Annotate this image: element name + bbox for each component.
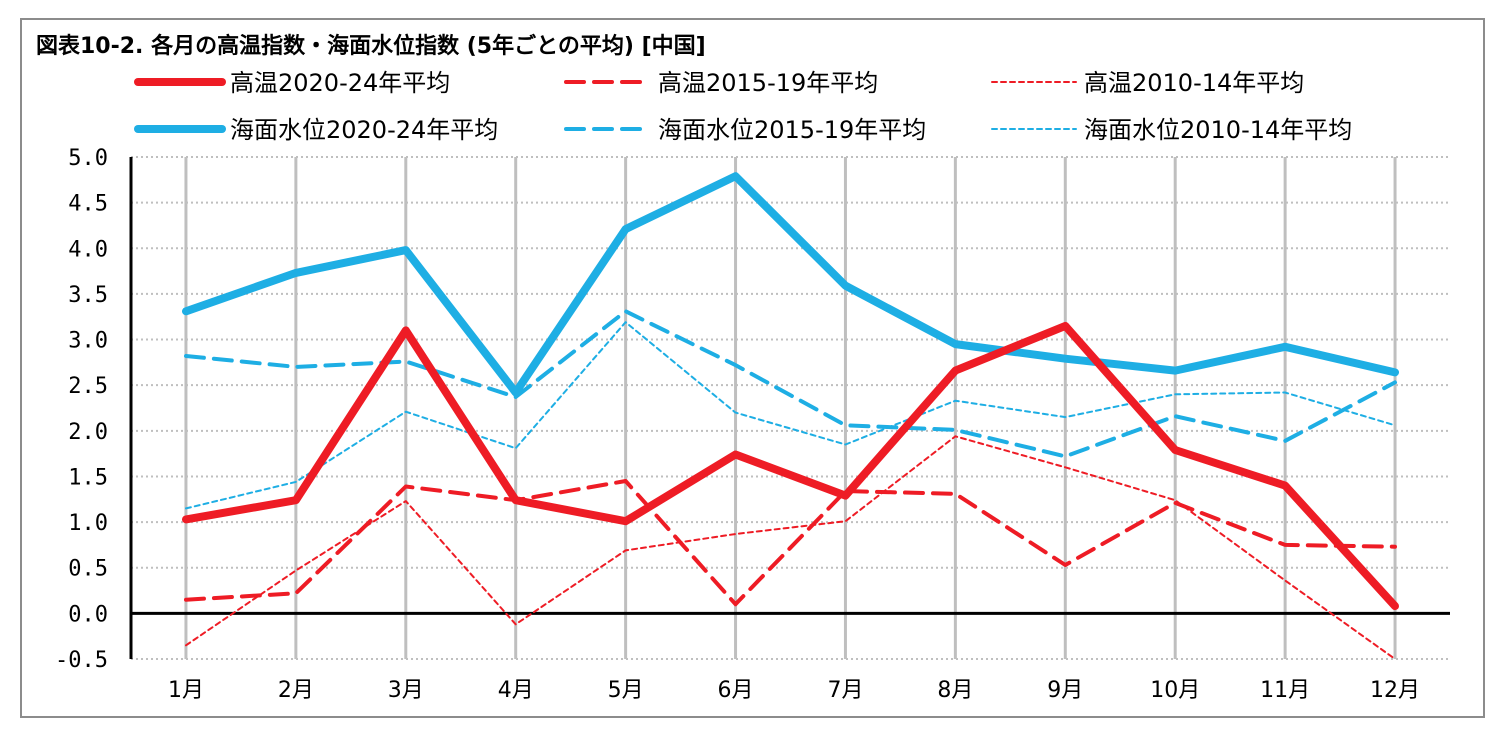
x-tick-label: 5月 xyxy=(608,678,644,703)
y-tick-label: 3.0 xyxy=(68,329,108,354)
legend-label-1: 高温2015-19年平均 xyxy=(658,69,878,97)
series-line-2 xyxy=(185,435,1396,660)
x-tick-label: 10月 xyxy=(1150,678,1200,703)
x-tick-label: 9月 xyxy=(1047,678,1083,703)
series-line-0 xyxy=(182,321,1399,611)
x-tick-label: 11月 xyxy=(1260,678,1310,703)
y-tick-label: 0.0 xyxy=(68,602,108,627)
series-line-3 xyxy=(182,172,1399,397)
x-tick-label: 3月 xyxy=(388,678,424,703)
x-tick-label: 7月 xyxy=(827,678,863,703)
x-tick-label: 4月 xyxy=(498,678,534,703)
y-tick-label: 2.0 xyxy=(68,420,108,445)
y-tick-label: 0.5 xyxy=(68,557,108,582)
series-line-5 xyxy=(185,321,1396,510)
legend-label-2: 高温2010-14年平均 xyxy=(1084,69,1304,97)
y-tick-label: 5.0 xyxy=(68,146,108,171)
y-tick-label: 2.5 xyxy=(68,374,108,399)
legend-label-0: 高温2020-24年平均 xyxy=(230,69,450,97)
y-tick-label: 4.0 xyxy=(68,237,108,262)
y-tick-label: 4.5 xyxy=(68,192,108,217)
legend-label-4: 海面水位2015-19年平均 xyxy=(658,116,926,144)
x-tick-label: 1月 xyxy=(168,678,204,703)
y-tick-label: 1.0 xyxy=(68,511,108,536)
y-tick-label: -0.5 xyxy=(55,648,108,673)
x-tick-label: 2月 xyxy=(278,678,314,703)
chart-frame xyxy=(20,18,1485,718)
chart-title: 図表10-2. 各月の高温指数・海面水位指数 (5年ごとの平均) [中国] xyxy=(36,34,706,59)
series-line-1 xyxy=(184,479,1397,607)
y-tick-label: 1.5 xyxy=(68,465,108,490)
legend-label-3: 海面水位2020-24年平均 xyxy=(230,116,498,144)
legend-label-5: 海面水位2010-14年平均 xyxy=(1084,116,1352,144)
x-tick-label: 6月 xyxy=(718,678,754,703)
y-tick-label: 3.5 xyxy=(68,283,108,308)
x-tick-label: 8月 xyxy=(937,678,973,703)
x-tick-label: 12月 xyxy=(1370,678,1420,703)
